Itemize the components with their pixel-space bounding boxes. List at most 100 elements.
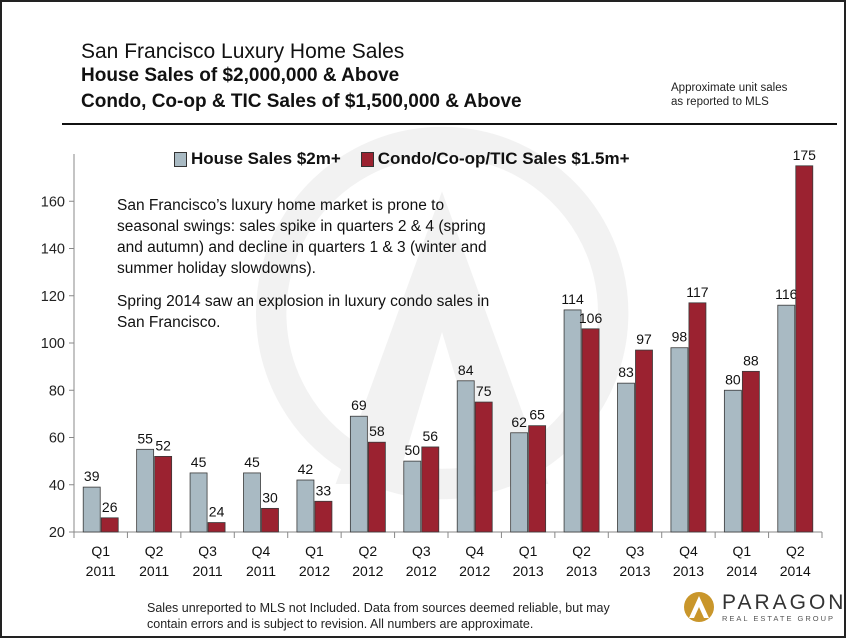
data-label-condo: 56 xyxy=(422,428,438,444)
chart-legend: House Sales $2m+ Condo/Co-op/TIC Sales $… xyxy=(174,149,630,169)
x-tick-label-year: 2012 xyxy=(352,563,383,579)
bar-house xyxy=(670,347,689,533)
data-label-house: 45 xyxy=(244,454,260,470)
annotation-paragraph: San Francisco’s luxury home market is pr… xyxy=(117,197,487,277)
y-tick-label: 160 xyxy=(41,194,65,210)
x-tick-label-quarter: Q3 xyxy=(412,543,431,559)
bar-house xyxy=(136,448,155,533)
disclaimer: Sales unreported to MLS not Included. Da… xyxy=(147,600,610,632)
data-label-condo: 75 xyxy=(476,383,492,399)
logo-tagline: REAL ESTATE GROUP xyxy=(722,614,836,623)
x-tick-label-year: 2014 xyxy=(780,563,811,579)
bar-condo xyxy=(207,522,226,533)
x-tick-label-quarter: Q3 xyxy=(198,543,217,559)
unit-sales-note: Approximate unit sales as reported to ML… xyxy=(671,81,787,109)
legend-swatch-house xyxy=(174,151,187,167)
bar-condo xyxy=(367,441,386,533)
disclaimer-line: Sales unreported to MLS not Included. Da… xyxy=(147,601,610,615)
data-label-house: 50 xyxy=(404,442,420,458)
legend-item-house: House Sales $2m+ xyxy=(174,149,341,169)
legend-label-house: House Sales $2m+ xyxy=(191,149,341,168)
bar-house xyxy=(189,472,208,533)
x-tick-label-quarter: Q1 xyxy=(91,543,110,559)
y-tick-label: 140 xyxy=(41,242,65,258)
disclaimer-line: contain errors and is subject to revisio… xyxy=(147,617,534,631)
data-label-house: 39 xyxy=(84,468,100,484)
x-tick-label-quarter: Q1 xyxy=(305,543,324,559)
y-tick-label: 20 xyxy=(49,525,65,541)
bar-condo xyxy=(421,446,440,533)
legend-swatch-condo xyxy=(360,151,374,167)
data-label-house: 45 xyxy=(191,454,207,470)
x-tick-label-year: 2013 xyxy=(673,563,704,579)
bar-condo xyxy=(474,401,493,533)
x-tick-label-quarter: Q4 xyxy=(252,543,271,559)
x-tick-label-year: 2011 xyxy=(193,563,223,579)
x-tick-label-year: 2012 xyxy=(406,563,437,579)
annotation-paragraph: Spring 2014 saw an explosion in luxury c… xyxy=(117,293,490,331)
x-tick-label-year: 2013 xyxy=(566,563,597,579)
x-tick-label-year: 2014 xyxy=(726,563,757,579)
bar-house xyxy=(403,460,422,533)
bar-condo xyxy=(528,425,547,533)
data-label-house: 98 xyxy=(672,329,688,345)
data-label-house: 80 xyxy=(725,371,741,387)
y-tick-label: 80 xyxy=(49,383,65,399)
chart-subtitle-house: House Sales of $2,000,000 & Above xyxy=(81,65,400,86)
data-label-condo: 88 xyxy=(743,352,759,368)
x-tick-label-quarter: Q2 xyxy=(359,543,378,559)
chart-title: San Francisco Luxury Home Sales xyxy=(81,40,405,63)
bar-condo xyxy=(154,455,173,533)
y-tick-label: 40 xyxy=(49,478,65,494)
paragon-logo: PARAGON REAL ESTATE GROUP xyxy=(682,590,844,624)
bar-condo xyxy=(795,165,814,533)
paragon-watermark-icon xyxy=(256,126,629,500)
data-label-condo: 58 xyxy=(369,423,385,439)
x-tick-label-quarter: Q3 xyxy=(626,543,645,559)
data-label-house: 114 xyxy=(561,291,584,307)
chart-annotation: San Francisco’s luxury home market is pr… xyxy=(117,195,507,345)
bar-condo xyxy=(688,302,707,533)
y-tick-label: 120 xyxy=(41,289,65,305)
legend-label-condo: Condo/Co-op/TIC Sales $1.5m+ xyxy=(377,149,630,168)
x-tick-label-quarter: Q4 xyxy=(679,543,698,559)
data-label-condo: 97 xyxy=(636,331,652,347)
bar-condo xyxy=(261,507,279,533)
x-tick-label-quarter: Q2 xyxy=(572,543,591,559)
x-tick-label-year: 2012 xyxy=(459,563,490,579)
data-label-condo: 30 xyxy=(262,489,278,505)
chart-subtitle-condo: Condo, Co-op & TIC Sales of $1,500,000 &… xyxy=(81,91,522,112)
data-label-condo: 24 xyxy=(209,504,225,520)
x-tick-label-quarter: Q2 xyxy=(145,543,164,559)
data-label-condo: 175 xyxy=(793,147,817,163)
bar-house xyxy=(723,389,742,533)
data-label-house: 69 xyxy=(351,397,367,413)
note-line: Approximate unit sales xyxy=(671,82,788,94)
data-label-condo: 117 xyxy=(686,284,709,300)
paragon-mountain-logo-icon xyxy=(684,592,714,622)
data-label-house: 62 xyxy=(511,414,527,430)
bar-condo xyxy=(635,349,653,533)
bar-house xyxy=(456,380,475,533)
bar-condo xyxy=(314,500,333,533)
bar-house xyxy=(243,472,261,533)
data-label-condo: 33 xyxy=(316,482,332,498)
x-tick-label-year: 2013 xyxy=(619,563,650,579)
data-label-house: 42 xyxy=(298,461,314,477)
x-tick-label-year: 2011 xyxy=(139,563,169,579)
x-tick-label-quarter: Q1 xyxy=(519,543,538,559)
bar-house xyxy=(563,309,582,533)
data-label-condo: 65 xyxy=(529,407,545,423)
bar-house xyxy=(510,432,529,533)
x-tick-label-year: 2011 xyxy=(86,563,116,579)
x-tick-label-quarter: Q2 xyxy=(786,543,805,559)
note-line: as reported to MLS xyxy=(671,96,769,108)
x-tick-label-year: 2011 xyxy=(246,563,276,579)
bar-house xyxy=(349,415,368,533)
y-tick-label: 100 xyxy=(41,336,65,352)
bar-house xyxy=(617,382,635,533)
x-tick-label-quarter: Q1 xyxy=(733,543,752,559)
bar-condo xyxy=(100,517,119,533)
